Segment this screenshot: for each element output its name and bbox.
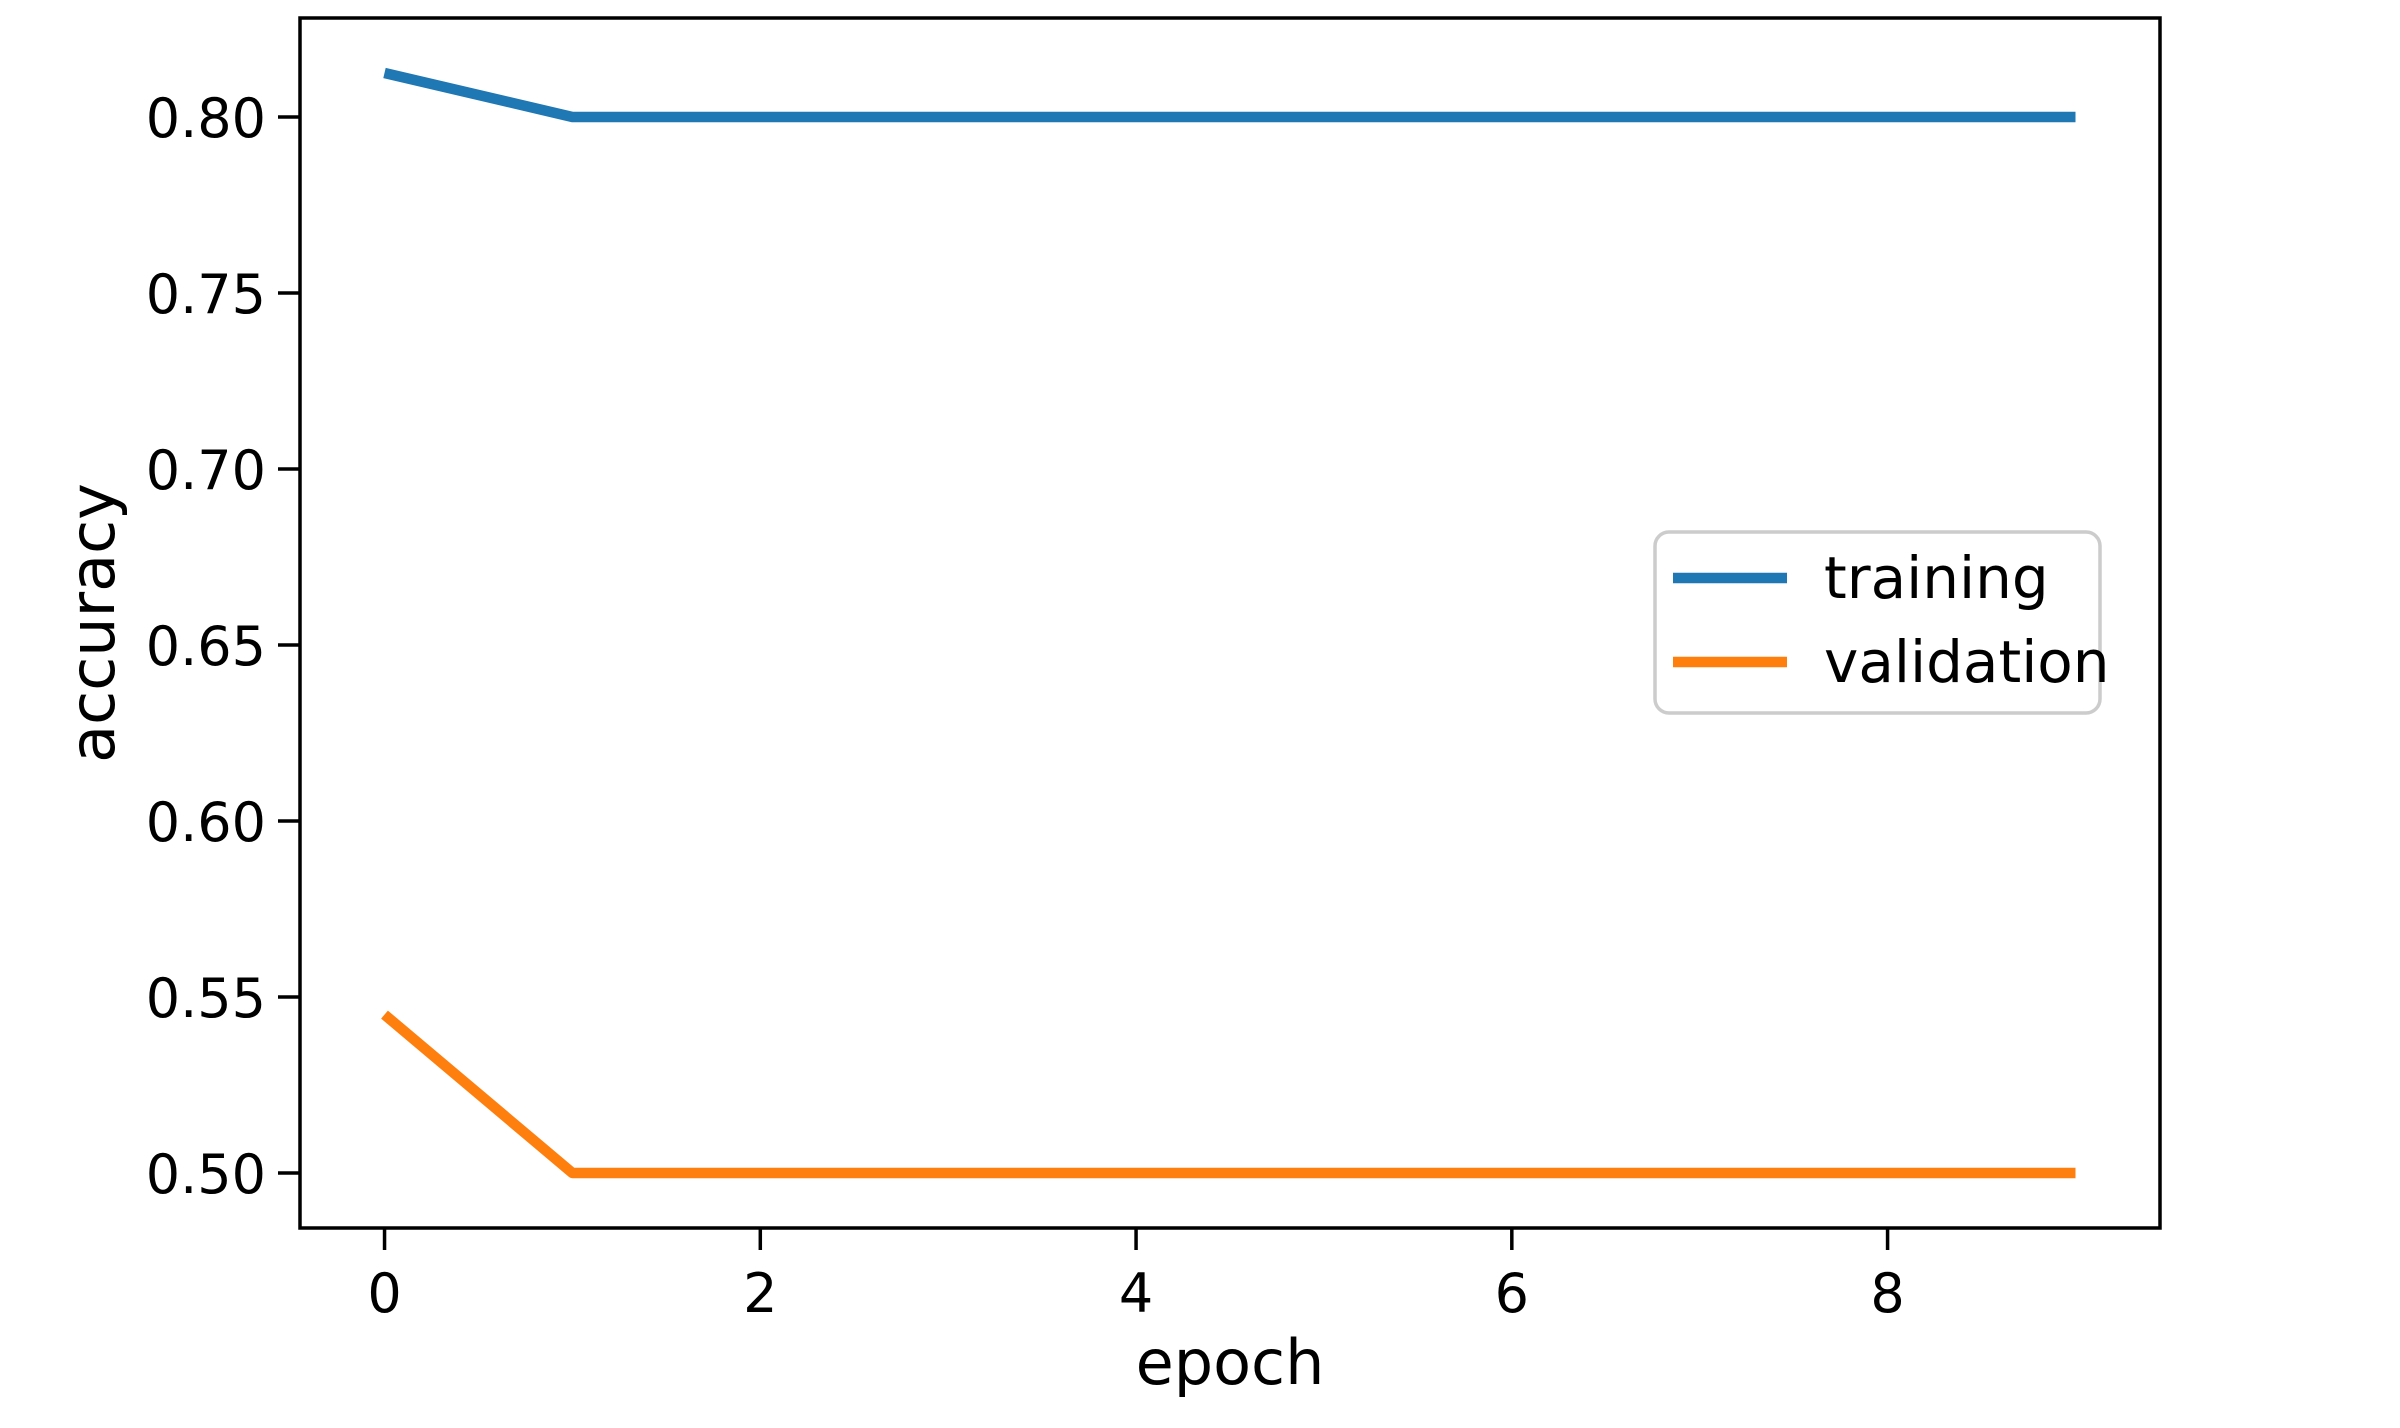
x-tick-label: 6 bbox=[1495, 1262, 1529, 1325]
plot-spines bbox=[298, 16, 2162, 1230]
y-axis-ticks: 0.50 0.55 0.60 0.65 0.70 0.75 0.80 bbox=[146, 87, 300, 1206]
y-tick-label: 0.70 bbox=[146, 439, 266, 502]
x-tick-label: 4 bbox=[1119, 1262, 1153, 1325]
y-axis-label: accuracy bbox=[56, 483, 129, 763]
legend-label-training: training bbox=[1824, 544, 2049, 612]
training-line bbox=[383, 67, 2076, 123]
data-series bbox=[381, 67, 2076, 1179]
x-tick-label: 8 bbox=[1870, 1262, 1904, 1325]
y-tick-label: 0.55 bbox=[146, 967, 266, 1030]
y-tick-label: 0.60 bbox=[146, 791, 266, 854]
legend-label-validation: validation bbox=[1824, 628, 2110, 696]
validation-line bbox=[381, 1010, 2076, 1179]
legend: training validation bbox=[1653, 530, 2110, 715]
y-tick-label: 0.65 bbox=[146, 615, 266, 678]
y-tick-label: 0.75 bbox=[146, 263, 266, 326]
x-axis-ticks: 0 2 4 6 8 bbox=[367, 1228, 1905, 1325]
y-tick-label: 0.50 bbox=[146, 1143, 266, 1206]
x-tick-label: 2 bbox=[743, 1262, 777, 1325]
x-tick-label: 0 bbox=[367, 1262, 401, 1325]
x-axis-label: epoch bbox=[1136, 1326, 1325, 1399]
y-tick-label: 0.80 bbox=[146, 87, 266, 150]
